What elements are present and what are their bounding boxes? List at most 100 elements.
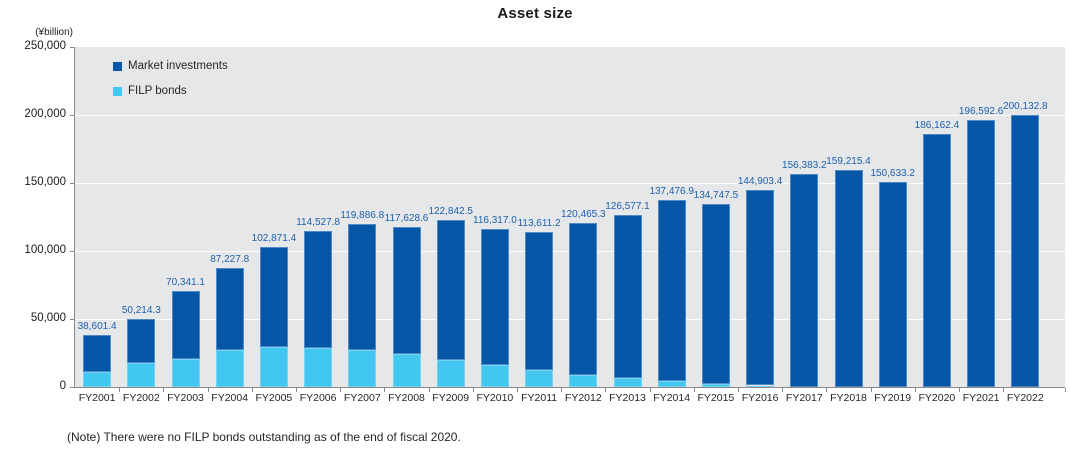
bar-value-label-FY2003: 70,341.1 xyxy=(166,277,205,289)
gridline-150000 xyxy=(75,183,1065,184)
bar-value-label-FY2007: 119,886.8 xyxy=(340,209,385,221)
x-axis-tick xyxy=(738,388,739,392)
x-axis-tick xyxy=(340,388,342,392)
x-axis-label-FY2010: FY2010 xyxy=(476,392,514,404)
x-axis-label-FY2007: FY2007 xyxy=(343,392,381,404)
x-axis-tick xyxy=(296,388,297,392)
bar-segment-market-FY2007 xyxy=(348,223,377,351)
x-axis-label-FY2016: FY2016 xyxy=(741,392,779,404)
bar-segment-market-FY2020 xyxy=(922,133,951,387)
bar-segment-market-FY2002 xyxy=(127,318,156,363)
bar-value-label-FY2001: 38,601.4 xyxy=(77,320,117,332)
bar-segment-market-FY2008 xyxy=(392,227,421,355)
chart-title: Asset size xyxy=(497,5,573,22)
bar-segment-filp-FY2011 xyxy=(525,370,554,387)
x-axis-label-FY2015: FY2015 xyxy=(697,392,735,404)
bar-value-label-FY2008: 117,628.6 xyxy=(384,213,429,225)
x-axis-label-FY2001: FY2001 xyxy=(78,392,116,404)
bar-value-label-FY2017: 156,383.2 xyxy=(782,160,827,172)
bar-segment-filp-FY2001 xyxy=(83,371,112,387)
x-axis-tick xyxy=(914,388,916,392)
bar-value-label-FY2009: 122,842.5 xyxy=(428,205,473,217)
bar-value-label-FY2022: 200,132.8 xyxy=(1003,100,1048,112)
legend-item-filp-bonds: FILP bonds xyxy=(113,85,228,97)
x-axis-tick xyxy=(1003,388,1005,392)
bar-segment-market-FY2014 xyxy=(657,200,686,382)
market-investments-swatch-icon xyxy=(113,61,122,71)
bar-segment-market-FY2022 xyxy=(1011,114,1040,387)
y-axis-tick xyxy=(70,319,75,320)
x-axis-tick xyxy=(384,388,386,392)
legend-label-market-investments: Market investments xyxy=(128,60,228,72)
bar-segment-market-FY2017 xyxy=(790,174,819,387)
y-axis-tick-label: 250,000 xyxy=(24,40,66,52)
x-axis-tick xyxy=(605,388,607,392)
y-axis-line xyxy=(74,47,75,388)
gridline-200000 xyxy=(75,115,1065,116)
x-axis-tick xyxy=(163,388,165,392)
bar-segment-filp-FY2015 xyxy=(701,383,730,387)
bar-value-label-FY2011: 113,611.2 xyxy=(517,218,561,230)
bar-value-label-FY2010: 116,317.0 xyxy=(473,214,517,226)
x-axis-tick xyxy=(561,388,563,392)
x-axis-label-FY2020: FY2020 xyxy=(918,392,956,404)
bar-value-label-FY2019: 150,633.2 xyxy=(870,168,915,180)
x-axis-line xyxy=(71,387,1065,388)
bar-segment-filp-FY2012 xyxy=(569,375,598,387)
x-axis-label-FY2021: FY2021 xyxy=(962,392,1000,404)
bar-value-label-FY2015: 134,747.5 xyxy=(693,189,739,201)
bar-value-label-FY2013: 126,577.1 xyxy=(605,200,650,212)
bar-segment-market-FY2009 xyxy=(436,219,465,361)
y-axis-tick-label: 100,000 xyxy=(24,244,66,256)
bar-segment-filp-FY2005 xyxy=(259,347,288,387)
x-axis-tick xyxy=(782,388,784,392)
bar-segment-market-FY2016 xyxy=(746,189,775,386)
bar-segment-filp-FY2002 xyxy=(127,362,156,387)
bar-segment-filp-FY2013 xyxy=(613,378,642,387)
bar-value-label-FY2002: 50,214.3 xyxy=(121,304,161,316)
bar-value-label-FY2014: 137,476.9 xyxy=(649,186,694,198)
bar-value-label-FY2020: 186,162.4 xyxy=(914,119,960,131)
x-axis-tick xyxy=(1065,388,1066,392)
chart-legend: Market investments FILP bonds xyxy=(113,60,228,110)
y-axis-tick xyxy=(70,251,75,252)
bar-segment-filp-FY2010 xyxy=(480,365,509,387)
x-axis-label-FY2006: FY2006 xyxy=(299,392,337,404)
x-axis-tick xyxy=(693,388,695,392)
bar-segment-market-FY2010 xyxy=(480,228,509,366)
x-axis-label-FY2008: FY2008 xyxy=(388,392,425,404)
x-axis-label-FY2003: FY2003 xyxy=(167,392,204,404)
x-axis-tick xyxy=(251,388,253,392)
bar-segment-filp-FY2006 xyxy=(304,348,333,387)
bar-segment-market-FY2019 xyxy=(878,182,907,387)
bar-value-label-FY2012: 120,465.3 xyxy=(561,209,606,221)
bar-segment-market-FY2005 xyxy=(259,247,288,348)
bar-segment-market-FY2012 xyxy=(569,223,598,376)
bar-segment-market-FY2004 xyxy=(215,268,244,351)
bar-segment-market-FY2015 xyxy=(701,203,730,384)
x-axis-label-FY2019: FY2019 xyxy=(874,392,912,404)
y-axis-tick-label: 0 xyxy=(59,380,66,392)
x-axis-tick xyxy=(959,388,960,392)
y-axis-unit-label: (¥billion) xyxy=(35,27,73,38)
bar-segment-filp-FY2008 xyxy=(392,354,421,387)
y-axis-tick xyxy=(70,115,75,116)
y-axis-tick-label: 150,000 xyxy=(24,176,66,188)
x-axis-label-FY2009: FY2009 xyxy=(432,392,470,404)
bar-value-label-FY2004: 87,227.8 xyxy=(210,254,250,266)
bar-value-label-FY2006: 114,527.8 xyxy=(296,217,340,229)
x-axis-label-FY2017: FY2017 xyxy=(785,392,823,404)
x-axis-label-FY2018: FY2018 xyxy=(830,392,867,404)
x-axis-tick xyxy=(517,388,518,392)
legend-label-filp-bonds: FILP bonds xyxy=(128,85,187,97)
bar-segment-market-FY2006 xyxy=(304,231,333,349)
bar-segment-filp-FY2014 xyxy=(657,381,686,387)
bar-segment-market-FY2003 xyxy=(171,291,200,359)
y-axis-tick-label: 200,000 xyxy=(24,108,66,120)
bar-segment-filp-FY2004 xyxy=(215,350,244,387)
x-axis-label-FY2013: FY2013 xyxy=(609,392,646,404)
x-axis-label-FY2012: FY2012 xyxy=(564,392,602,404)
bar-value-label-FY2016: 144,903.4 xyxy=(737,175,783,187)
x-axis-label-FY2011: FY2011 xyxy=(521,392,558,404)
